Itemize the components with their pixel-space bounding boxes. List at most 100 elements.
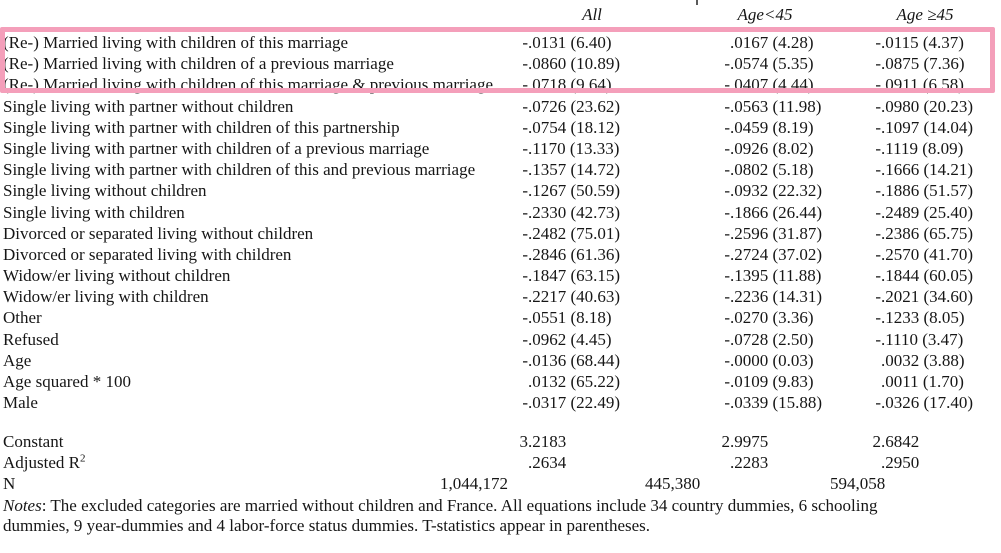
- value-cell: -.1866 (26.44): [724, 202, 823, 222]
- value-cell: -.2482 (75.01): [522, 223, 621, 243]
- value-cell: -.2570 (41.70): [875, 244, 974, 264]
- row-label: Refused: [3, 329, 59, 349]
- value-cell: -.2330 (42.73): [522, 202, 621, 222]
- value-cell: -.1357 (14.72): [522, 160, 621, 180]
- row-label: Age: [3, 350, 32, 370]
- row-label: Divorced or separated living without chi…: [3, 223, 314, 243]
- value-cell: -.0726 (23.62): [522, 96, 621, 116]
- value-cell: .0167 (4.28): [730, 33, 814, 52]
- value-cell: -.2489 (25.40): [875, 202, 974, 222]
- value-cell: -.0574 (5.35): [724, 54, 814, 74]
- table-row: Age squared * 100 .0132 (65.22) -.0109 (9.…: [0, 371, 1001, 392]
- table-row: Single living without children -.1267 (50…: [0, 180, 1001, 201]
- table-row-highlighted: (Re-) Married living with children of a …: [0, 53, 1001, 74]
- scan-artifact: [696, 0, 698, 5]
- value-cell: -.0109 (9.83): [724, 372, 814, 391]
- notes-label: Notes: [3, 496, 42, 515]
- value-cell: .2634: [528, 453, 567, 473]
- value-cell: -.2596 (31.87): [724, 223, 823, 243]
- table-row: Single living with partner with children…: [0, 159, 1001, 180]
- row-label: Constant: [3, 432, 64, 451]
- value-cell: -.0339 (15.88): [724, 393, 823, 413]
- value-cell: 445,380: [645, 474, 701, 494]
- table-row: Divorced or separated living without chi…: [0, 223, 1001, 244]
- value-cell: -.1847 (63.15): [522, 266, 621, 286]
- value-cell: -.1097 (14.04): [875, 117, 974, 137]
- row-label: Age squared * 100: [3, 372, 131, 391]
- value-cell: -.0875 (7.36): [875, 54, 965, 74]
- row-label: Widow/er living without children: [3, 266, 231, 286]
- value-cell: -.2217 (40.63): [522, 287, 621, 307]
- value-cell: -.0802 (5.18): [724, 160, 814, 180]
- value-cell: -.0718 (9.64): [522, 75, 612, 95]
- row-label: Divorced or separated living with childr…: [3, 244, 292, 264]
- value-cell: -.0926 (8.02): [724, 138, 814, 158]
- value-cell: -.1170 (13.33): [522, 138, 620, 158]
- column-header-age-ge45: Age ≥45: [896, 5, 954, 24]
- table-body: (Re-) Married living with children of th…: [0, 32, 1001, 413]
- row-label: Widow/er living with children: [3, 287, 209, 307]
- value-cell: -.0563 (11.98): [724, 96, 822, 116]
- value-cell: -.1395 (11.88): [724, 266, 822, 286]
- value-cell: -.2846 (61.36): [522, 244, 621, 264]
- value-cell: -.2386 (65.75): [875, 223, 974, 243]
- notes-line-1: Notes: The excluded categories are marri…: [3, 496, 878, 515]
- table-row-highlighted: (Re-) Married living with children of th…: [0, 74, 1001, 95]
- table-row: Other -.0551 (8.18) -.0270 (3.36) -.1233 (8…: [0, 307, 1001, 328]
- value-cell: -.1844 (60.05): [875, 266, 974, 286]
- row-label: Single living with partner with children…: [3, 117, 400, 137]
- table-row: N 1,044,172 445,380 594,058: [0, 473, 1001, 494]
- value-cell: -.1267 (50.59): [522, 181, 621, 201]
- table-row: Constant 3.2183 2.9975 2.6842: [0, 431, 1001, 452]
- table-row: Single living with partner with children…: [0, 117, 1001, 138]
- value-cell: -.2724 (37.02): [724, 244, 823, 264]
- value-cell: -.0932 (22.32): [724, 181, 823, 201]
- value-cell: 2.9975: [721, 432, 769, 451]
- row-label: Male: [3, 393, 38, 413]
- table-row-highlighted: (Re-) Married living with children of th…: [0, 32, 1001, 53]
- table-row: Age -.0136 (68.44) -.0000 (0.03) .0032 (3.8…: [0, 350, 1001, 371]
- table-row: Adjusted R2 .2634 .2283 .2950: [0, 452, 1001, 473]
- value-cell: -.0115 (4.37): [875, 33, 964, 52]
- table-row: Widow/er living with children -.2217 (40.…: [0, 286, 1001, 307]
- table-row: Widow/er living without children -.1847 (…: [0, 265, 1001, 286]
- table-notes: Notes: The excluded categories are marri…: [3, 496, 995, 536]
- value-cell: .0011 (1.70): [881, 372, 964, 391]
- value-cell: -.0911 (6.58): [875, 75, 964, 95]
- table-summary: Constant 3.2183 2.9975 2.6842 Adjusted R2 .26…: [0, 431, 1001, 495]
- value-cell: -.0754 (18.12): [522, 117, 621, 137]
- value-cell: -.0270 (3.36): [724, 308, 814, 328]
- value-cell: .2283: [730, 453, 769, 473]
- value-cell: -.0980 (20.23): [875, 96, 974, 116]
- value-cell: -.1119 (8.09): [875, 138, 964, 158]
- value-cell: -.1233 (8.05): [875, 308, 965, 328]
- row-label: Single living with children: [3, 202, 185, 222]
- row-label: Other: [3, 308, 42, 328]
- value-cell: -.0136 (68.44): [522, 350, 621, 370]
- value-cell: .2950: [881, 453, 920, 473]
- value-cell: -.0326 (17.40): [875, 393, 974, 413]
- value-cell: -.1110 (3.47): [875, 329, 964, 349]
- value-cell: -.0962 (4.45): [522, 329, 612, 349]
- value-cell: -.0407 (4.44): [724, 75, 814, 95]
- value-cell: -.0000 (0.03): [724, 350, 814, 370]
- value-cell: -.0551 (8.18): [522, 308, 612, 328]
- value-cell: -.2236 (14.31): [724, 287, 823, 307]
- value-cell: 2.6842: [872, 432, 920, 451]
- value-cell: -.1886 (51.57): [875, 181, 974, 201]
- row-label: N: [3, 474, 16, 494]
- value-cell: .0032 (3.88): [881, 350, 965, 370]
- table-row: Single living with partner without child…: [0, 96, 1001, 117]
- table-row: Single living with partner with children…: [0, 138, 1001, 159]
- value-cell: 1,044,172: [440, 474, 508, 494]
- value-cell: 3.2183: [519, 432, 567, 451]
- value-cell: -.0131 (6.40): [522, 33, 612, 52]
- value-cell: -.0728 (2.50): [724, 329, 814, 349]
- value-cell: -.2021 (34.60): [875, 287, 974, 307]
- row-label: Single living with partner without child…: [3, 96, 294, 116]
- row-label: (Re-) Married living with children of a …: [3, 54, 394, 74]
- notes-line-2: dummies, 9 year-dummies and 4 labor-forc…: [3, 516, 651, 535]
- value-cell: -.0317 (22.49): [522, 393, 621, 413]
- row-label: Single living with partner with children…: [3, 138, 430, 158]
